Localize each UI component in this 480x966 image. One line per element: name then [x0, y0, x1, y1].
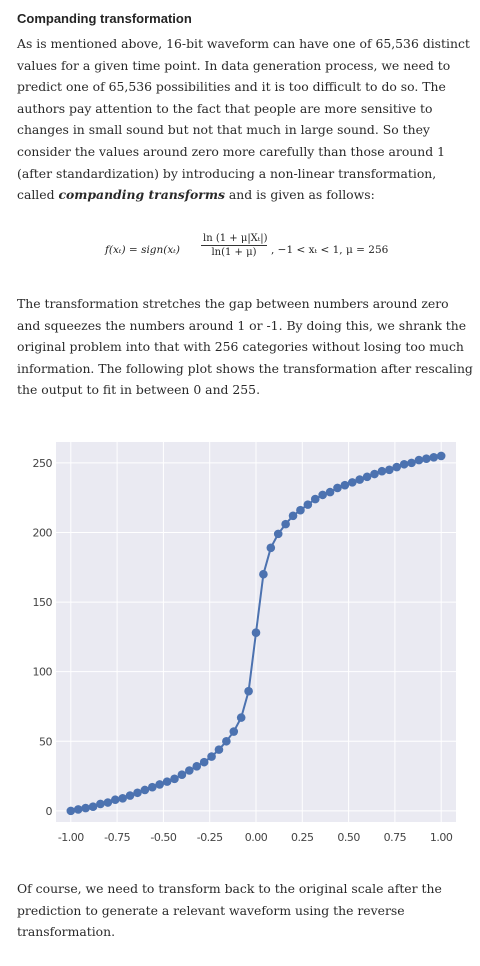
data-point [236, 713, 246, 722]
data-point [125, 791, 135, 800]
data-point [385, 465, 394, 475]
data-points [66, 451, 446, 816]
data-point [399, 459, 409, 469]
data-point [288, 511, 298, 521]
x-tick-label: 0.75 [384, 831, 407, 844]
data-point [303, 500, 313, 509]
data-point [103, 798, 113, 807]
data-point [140, 785, 150, 795]
closing-paragraph: Of course, we need to transform back to … [17, 881, 442, 940]
companding-formula: f(xₜ) = sign(xₜ) ln (1 + μ|Xₜ|) ln(1 + μ… [105, 233, 405, 273]
y-tick-label: 250 [33, 457, 53, 470]
data-point [259, 569, 268, 579]
intro-text-a: As is mentioned above, 16-bit waveform c… [17, 36, 470, 203]
data-point [162, 777, 172, 786]
data-point [185, 766, 194, 775]
data-point [81, 803, 90, 813]
formula-denominator: ln(1 + μ) [211, 247, 257, 258]
data-point [318, 490, 327, 500]
data-point [88, 802, 98, 811]
data-point [251, 628, 261, 637]
data-point [214, 745, 224, 754]
y-tick-label: 50 [39, 735, 52, 748]
y-tick-label: 100 [33, 666, 53, 679]
data-point [340, 480, 350, 490]
data-point [370, 469, 379, 479]
data-point [266, 543, 276, 553]
companding-chart: -1.00 -0.75 -0.50 -0.25 0.00 0.25 0.50 0.75 1.00… [33, 442, 456, 844]
data-point [66, 806, 76, 816]
x-tick-label: 1.00 [430, 831, 453, 844]
y-tick-label: 200 [33, 526, 53, 539]
data-point [147, 782, 157, 792]
x-tick-label: 0.00 [245, 831, 268, 844]
data-point [96, 799, 105, 809]
x-tick-label: 0.25 [291, 831, 314, 844]
data-point [207, 752, 216, 761]
y-tick-label: 0 [46, 805, 53, 818]
formula-lhs: f(xₜ) = sign(xₜ) [105, 244, 180, 256]
data-point [118, 794, 127, 803]
data-point [110, 795, 120, 805]
data-point [133, 788, 142, 798]
formula-numerator: ln (1 + μ|Xₜ|) [201, 233, 268, 246]
data-point [177, 770, 187, 779]
y-tick-labels: 0 50 100 150 200 250 [33, 457, 54, 818]
data-point [347, 478, 357, 487]
data-point [422, 454, 431, 464]
y-tick-label: 150 [33, 596, 53, 609]
data-point [273, 529, 283, 539]
data-point [244, 686, 253, 696]
data-point [377, 466, 387, 476]
data-point [333, 483, 342, 493]
data-point [222, 736, 231, 746]
x-tick-labels: -1.00 -0.75 -0.50 -0.25 0.00 0.25 0.50 0.75 1.00 [58, 831, 454, 844]
companding-term: companding transforms [58, 187, 225, 203]
explanation-paragraph: The transformation stretches the gap bet… [17, 296, 473, 398]
intro-text-b: and is given as follows: [224, 187, 375, 203]
data-point [73, 805, 83, 814]
data-point [392, 462, 402, 472]
x-tick-label: 0.50 [337, 831, 360, 844]
data-point [325, 487, 335, 497]
formula-rhs: , −1 < xₜ < 1, μ = 256 [271, 244, 389, 256]
formula-fraction: ln (1 + μ|Xₜ|) ln(1 + μ) [201, 233, 268, 258]
data-point [436, 451, 446, 461]
data-point [362, 472, 372, 482]
data-point [414, 455, 424, 465]
data-point [155, 780, 165, 789]
grid-lines [56, 442, 456, 822]
data-point [281, 519, 290, 529]
data-point [199, 757, 209, 767]
intro-paragraph: As is mentioned above, 16-bit waveform c… [17, 33, 473, 206]
x-tick-label: -0.75 [104, 831, 130, 844]
data-point [192, 762, 202, 771]
data-point [296, 505, 305, 515]
x-tick-label: -1.00 [58, 831, 84, 844]
data-point [310, 494, 320, 504]
data-point [429, 453, 439, 462]
data-point [229, 727, 239, 736]
section-heading: Companding transformation [17, 11, 192, 26]
data-point [407, 458, 416, 468]
data-point [170, 774, 179, 784]
x-tick-label: -0.25 [197, 831, 223, 844]
data-point [355, 475, 365, 484]
x-tick-label: -0.50 [150, 831, 176, 844]
